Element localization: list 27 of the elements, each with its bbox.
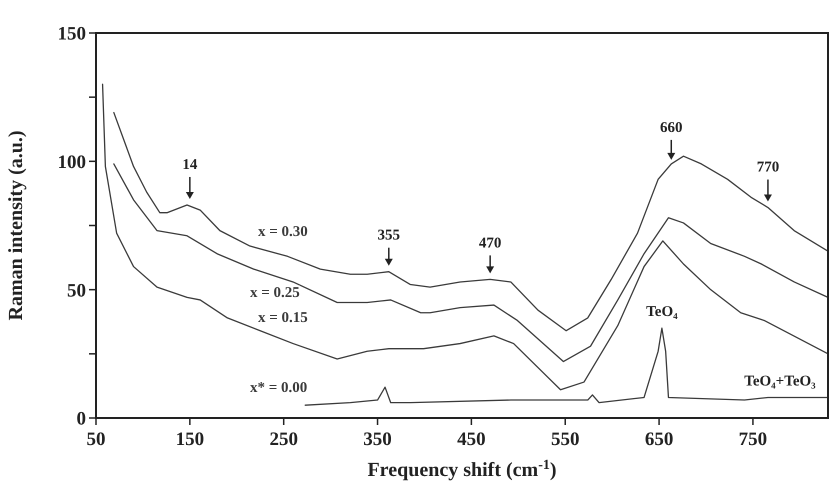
series-label: x* = 0.00 (250, 380, 308, 396)
y-tick-label: 50 (67, 280, 86, 302)
x-tick-label: 250 (269, 429, 298, 450)
annotation: 355 (378, 228, 400, 244)
x-tick-label: 650 (644, 429, 674, 450)
series-label: x = 0.30 (258, 224, 308, 240)
x-tick-label: 450 (457, 429, 486, 450)
y-tick-label: 150 (58, 24, 86, 45)
x-tick-label: 150 (176, 429, 204, 450)
series-label: x = 0.15 (258, 310, 308, 326)
x-tick-label: 50 (86, 429, 106, 450)
y-axis-title: Raman intensity (a.u.) (5, 130, 27, 321)
series-label: x = 0.25 (250, 285, 300, 301)
x-tick-label: 550 (550, 429, 580, 450)
x-axis-title: Frequency shift (cm$^{-1}$) (367, 458, 557, 481)
x-tick-label: 750 (738, 429, 768, 450)
annotation: TeO₄+TeO₃ (744, 373, 816, 390)
annotation: 660 (660, 120, 683, 136)
annotation: TeO₄ (646, 304, 678, 320)
annotation: 470 (478, 235, 502, 252)
x-tick-label: 350 (363, 429, 392, 450)
line-series (102, 84, 829, 390)
y-tick-label: 0 (76, 408, 86, 430)
y-tick-label: 100 (58, 152, 86, 173)
line-series (113, 112, 829, 332)
annotation: 14 (182, 156, 198, 173)
annotation: 770 (756, 160, 780, 176)
